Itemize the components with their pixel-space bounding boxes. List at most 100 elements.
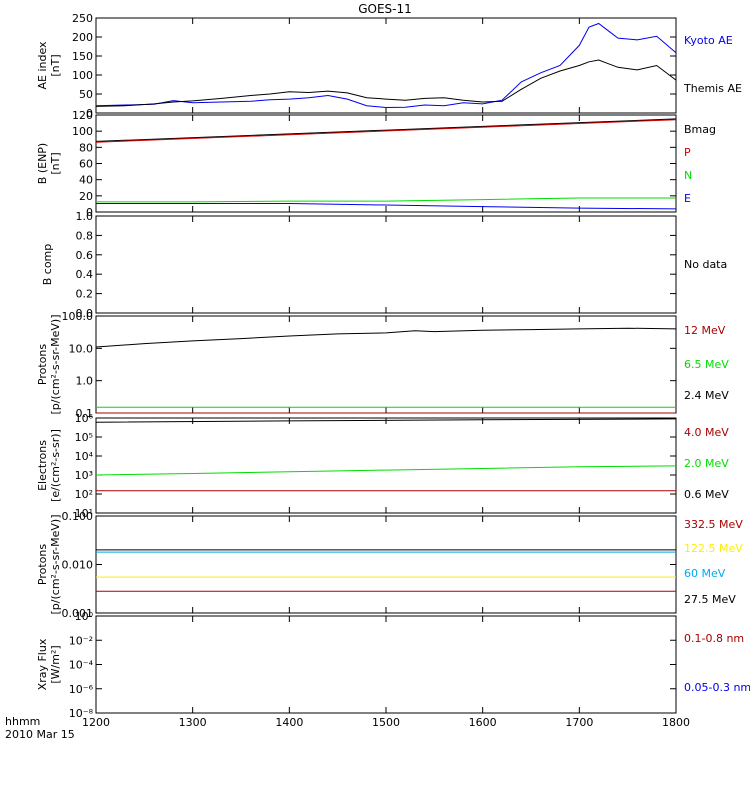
y-tick-label: 0.0 xyxy=(76,307,94,320)
y-tick-label: 120 xyxy=(72,109,93,122)
y-tick-label: 0.8 xyxy=(76,229,94,242)
legend-entry: 4.0 MeV xyxy=(684,426,729,439)
y-axis-label-line: [W/m²] xyxy=(49,645,62,683)
y-axis-label-line: Xray Flux xyxy=(36,638,49,690)
y-tick-label: 10⁰ xyxy=(75,610,94,623)
legend-entry: 60 MeV xyxy=(684,567,726,580)
legend-entry: E xyxy=(684,192,691,205)
x-tick-label: 1800 xyxy=(662,716,690,729)
plot-title: GOES-11 xyxy=(358,2,412,16)
legend-entry: 122.5 MeV xyxy=(684,542,743,555)
legend-entry: 2.4 MeV xyxy=(684,389,729,402)
x-tick-label: 1600 xyxy=(469,716,497,729)
y-tick-label: 0.6 xyxy=(76,249,94,262)
y-axis-label-line: AE index xyxy=(36,41,49,90)
y-axis-label: Xray Flux[W/m²] xyxy=(36,638,62,690)
x-tick-label: 1700 xyxy=(565,716,593,729)
legend-entry: P xyxy=(684,146,691,159)
x-tick-label: 1500 xyxy=(372,716,400,729)
y-tick-label: 250 xyxy=(72,12,93,25)
x-tick-label: 1400 xyxy=(275,716,303,729)
y-tick-label: 0.4 xyxy=(76,268,94,281)
y-tick-label: 0.1 xyxy=(76,407,94,420)
legend-entry: Kyoto AE xyxy=(684,34,733,47)
y-axis-label: B (ENP)[nT] xyxy=(36,143,62,184)
series-line xyxy=(95,119,677,143)
time-axis-label: hhmm xyxy=(5,715,40,728)
y-tick-label: 10² xyxy=(75,488,93,501)
panel-frame xyxy=(95,114,677,213)
series-line xyxy=(95,418,677,423)
legend-entry: 0.1-0.8 nm xyxy=(684,632,744,645)
y-axis-label-line: Protons xyxy=(36,344,49,385)
legend-entry: N xyxy=(684,169,692,182)
legend-entry: 2.0 MeV xyxy=(684,457,729,470)
y-tick-label: 10.0 xyxy=(69,342,94,355)
y-axis-label-line: [e/(cm²-s-sr)] xyxy=(49,429,62,502)
y-tick-label: 10⁴ xyxy=(75,450,94,463)
y-tick-label: 1.0 xyxy=(76,210,94,223)
y-tick-label: 100 xyxy=(72,69,93,82)
y-tick-label: 150 xyxy=(72,50,93,63)
y-axis-label-line: B comp xyxy=(41,244,54,286)
y-tick-label: 10⁻⁸ xyxy=(69,707,94,720)
legend-entry: 0.05-0.3 nm xyxy=(684,681,750,694)
y-axis-label-line: [p/(cm²-s-sr-MeV)] xyxy=(49,515,62,615)
panel-frame xyxy=(95,315,677,414)
y-axis-label-line: Protons xyxy=(36,544,49,585)
y-tick-label: 0.010 xyxy=(62,559,94,572)
panel-frame xyxy=(95,417,677,514)
legend-entry: 332.5 MeV xyxy=(684,518,743,531)
panel-6: 0.0010.0100.100Protons[p/(cm²-s-sr-MeV)]… xyxy=(36,510,743,620)
panel-frame xyxy=(95,515,677,614)
y-tick-label: 10⁶ xyxy=(75,412,94,425)
date-label: 2010 Mar 15 xyxy=(5,728,75,741)
series-line xyxy=(95,118,677,142)
y-tick-label: 10⁵ xyxy=(75,431,93,444)
y-tick-label: 1.0 xyxy=(76,375,94,388)
legend-entry: Themis AE xyxy=(683,82,742,95)
panel-frame xyxy=(95,215,677,314)
y-tick-label: 0.001 xyxy=(62,607,94,620)
y-tick-label: 100 xyxy=(72,125,93,138)
y-axis-label: Protons[p/(cm²-s-sr-MeV)] xyxy=(36,515,62,615)
y-tick-label: 0.2 xyxy=(76,288,94,301)
y-tick-label: 0 xyxy=(86,107,93,120)
series-line xyxy=(95,327,677,348)
y-tick-label: 10⁻⁶ xyxy=(69,683,94,696)
legend-entry: 27.5 MeV xyxy=(684,593,736,606)
y-tick-label: 0.100 xyxy=(62,510,94,523)
series-line xyxy=(96,203,677,210)
legend-entry: 6.5 MeV xyxy=(684,358,729,371)
y-tick-label: 10⁻⁴ xyxy=(69,659,94,672)
y-tick-label: 80 xyxy=(79,141,93,154)
legend-entry: No data xyxy=(684,258,727,271)
y-axis-label-line: Electrons xyxy=(36,440,49,491)
panel-4: 0.1 1.0 10.0 100.0Protons[p/(cm²-s-sr-MeV)]… xyxy=(36,310,729,420)
y-axis-label: AE index[nT] xyxy=(36,41,62,90)
y-tick-label: 10³ xyxy=(75,469,93,482)
legend-entry: 0.6 MeV xyxy=(684,488,729,501)
y-tick-label: 10¹ xyxy=(75,507,93,520)
y-axis-label-line: [nT] xyxy=(49,152,62,174)
panel-2: 0 20 40 60 80 100 120 B (ENP)[nT] Bmag PNE xyxy=(36,109,716,219)
panel-frame xyxy=(95,615,677,714)
panel-1: 0 50 100 150 200 250 AE index[nT] Kyoto AE Themi… xyxy=(36,12,742,120)
panel-3: 0.0 0.2 0.4 0.6 0.8 1.0 B comp No data xyxy=(41,210,727,320)
y-axis-label-line: [nT] xyxy=(49,54,62,76)
y-tick-label: 100.0 xyxy=(62,310,94,323)
y-tick-label: 10⁻² xyxy=(69,634,93,647)
x-tick-label: 1300 xyxy=(179,716,207,729)
y-tick-label: 60 xyxy=(79,158,93,171)
series-line xyxy=(95,22,677,109)
series-line xyxy=(96,197,676,203)
y-tick-label: 200 xyxy=(72,31,93,44)
series-line xyxy=(95,465,677,476)
legend-entry: 12 MeV xyxy=(684,324,726,337)
y-axis-label-line: B (ENP) xyxy=(36,143,49,184)
x-tick-label: 1200 xyxy=(82,716,110,729)
y-axis-label: Protons[p/(cm²-s-sr-MeV)] xyxy=(36,315,62,415)
panel-5: 10¹ 10² 10³ 10⁴ 10⁵ 10⁶ Electrons[e/(cm²-s-sr)… xyxy=(36,412,729,520)
